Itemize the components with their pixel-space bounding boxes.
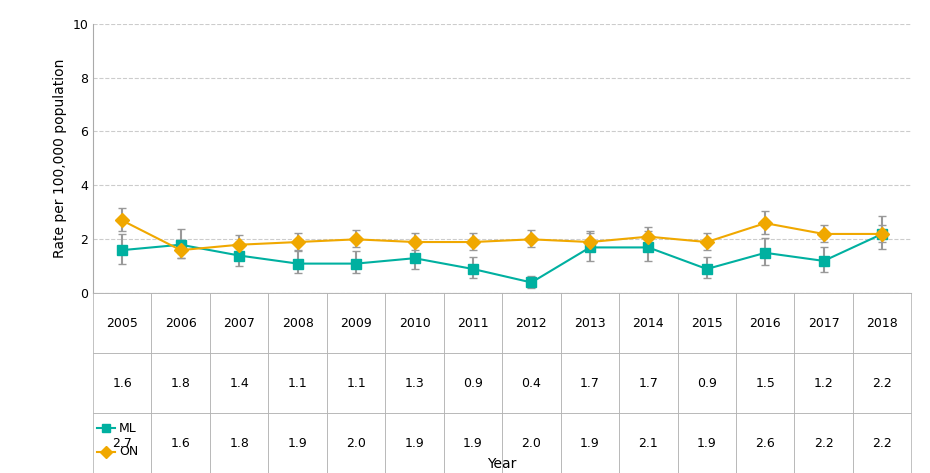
Text: Year: Year	[487, 457, 517, 471]
Y-axis label: Rate per 100,000 population: Rate per 100,000 population	[53, 59, 67, 258]
Text: ON: ON	[119, 445, 139, 458]
Text: ML: ML	[119, 421, 137, 435]
